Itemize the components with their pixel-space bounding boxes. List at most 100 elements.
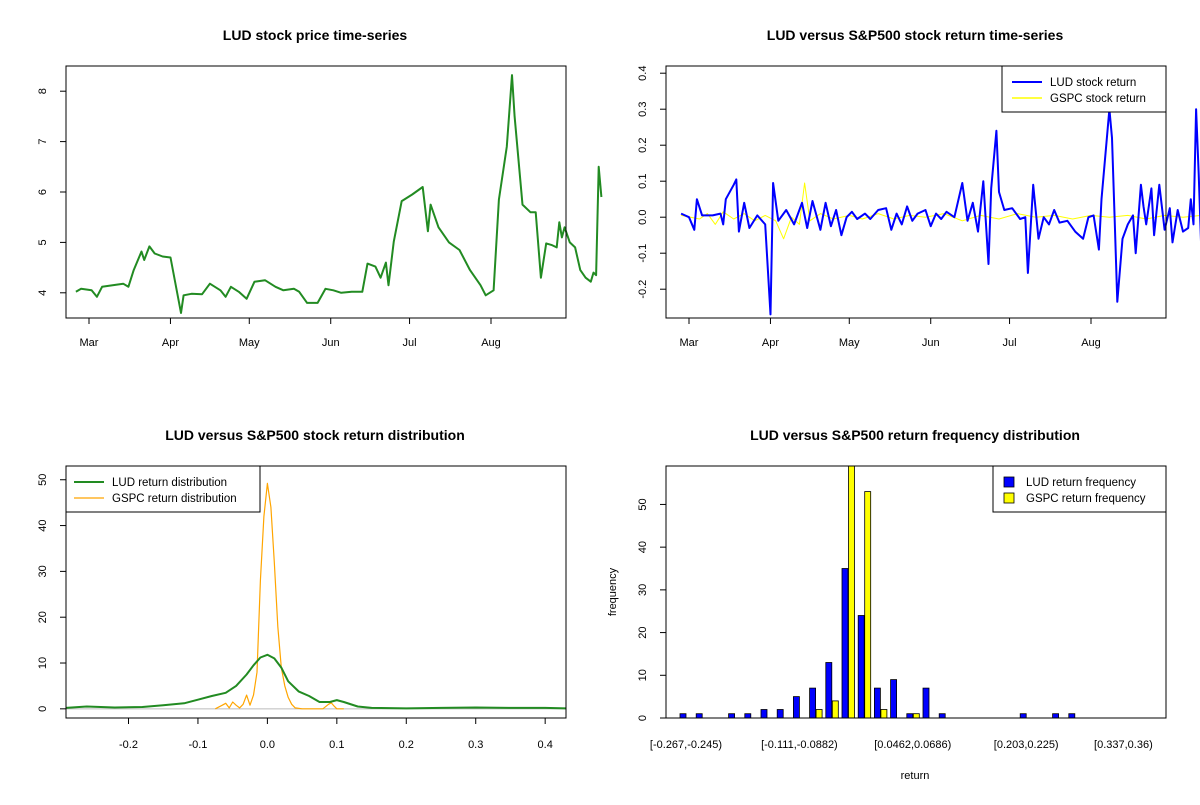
bar-gspc: [880, 709, 888, 719]
chart-title: LUD versus S&P500 stock return distribut…: [165, 427, 465, 443]
y-tick-label: 4: [37, 290, 49, 296]
y-tick-label: 0.0: [637, 210, 649, 225]
y-tick-label: 0: [37, 706, 49, 712]
x-tick-label: Aug: [481, 337, 501, 349]
price-series-line: [75, 74, 603, 314]
legend-label-lud: LUD return frequency: [1026, 477, 1136, 489]
y-tick-label: 7: [37, 139, 49, 145]
lud-stock-return-line: [680, 108, 1200, 316]
bar-gspc: [815, 709, 823, 719]
x-tick-label: 0.3: [468, 739, 483, 751]
x-tick-label: [0.337,0.36): [1094, 739, 1153, 751]
plot-frame: [665, 465, 1167, 719]
x-tick-label: 0.2: [399, 739, 414, 751]
legend-label-gspc: GSPC return frequency: [1026, 493, 1146, 505]
x-tick-label: Apr: [762, 337, 779, 349]
x-tick-label: Jun: [322, 337, 340, 349]
y-tick-label: 0.2: [637, 138, 649, 153]
y-tick-label: 40: [37, 519, 49, 531]
panel-return-distribution: LUD versus S&P500 stock return distribut…: [37, 427, 567, 751]
y-axis-label: frequency: [607, 567, 619, 616]
x-tick-label: 0.1: [329, 739, 344, 751]
bar-lud: [809, 687, 816, 719]
x-tick-label: [0.0462,0.0686): [874, 739, 951, 751]
y-tick-label: 50: [37, 474, 49, 486]
y-tick-label: 30: [637, 584, 649, 596]
x-tick-label: Jul: [403, 337, 417, 349]
y-tick-label: 10: [37, 657, 49, 669]
x-tick-label: -0.2: [119, 739, 138, 751]
y-tick-label: 40: [637, 541, 649, 553]
y-tick-label: 0: [637, 715, 649, 721]
legend-label-gspc: GSPC return distribution: [112, 493, 237, 505]
legend-swatch-gspc: [1003, 492, 1015, 504]
legend-box: [1001, 65, 1167, 113]
panel-return-time-series: LUD versus S&P500 stock return time-seri…: [637, 27, 1200, 349]
bar-gspc: [831, 700, 839, 719]
y-tick-label: 8: [37, 88, 49, 94]
y-tick-label: 30: [37, 565, 49, 577]
y-tick-label: 5: [37, 239, 49, 245]
panel-price-time-series: LUD stock price time-series Mar Apr May Jun…: [37, 27, 603, 349]
x-axis-label: return: [901, 770, 930, 782]
bar-lud: [857, 615, 865, 719]
x-tick-label: Mar: [680, 337, 699, 349]
bar-lud: [728, 713, 735, 719]
legend-box: [65, 465, 261, 513]
y-tick-label: 50: [637, 498, 649, 510]
legend-swatch-lud: [1003, 476, 1015, 488]
bar-lud: [841, 568, 849, 719]
gspc-stock-return-line: [681, 182, 1200, 240]
chart-title: LUD stock price time-series: [223, 27, 408, 43]
bar-gspc: [912, 713, 920, 719]
x-tick-label: Mar: [80, 337, 99, 349]
lud-return-distribution-curve: [65, 653, 567, 710]
x-tick-label: May: [839, 337, 860, 349]
y-tick-label: 0.1: [637, 174, 649, 189]
bar-lud: [825, 662, 833, 719]
y-tick-label: 0.3: [637, 102, 649, 117]
legend: LUD return frequency GSPC return frequen…: [992, 465, 1167, 513]
bar-lud: [890, 679, 897, 719]
bar-lud: [760, 709, 768, 719]
bar-lud: [744, 713, 752, 719]
bar-gspc: [848, 465, 855, 719]
x-tick-label: [0.203,0.225): [994, 739, 1059, 751]
y-tick-label: 20: [637, 626, 649, 638]
legend: LUD stock return GSPC stock return: [1001, 65, 1167, 113]
x-tick-label: Jun: [922, 337, 940, 349]
legend-label-lud: LUD stock return: [1050, 77, 1136, 89]
x-tick-label: [-0.267,-0.245): [650, 739, 722, 751]
legend: LUD return distribution GSPC return dist…: [65, 465, 261, 513]
y-tick-label: 6: [37, 189, 49, 195]
x-tick-label: Jul: [1003, 337, 1017, 349]
gspc-return-distribution-curve: [215, 482, 344, 710]
bar-lud: [1052, 713, 1059, 719]
y-tick-label: -0.2: [637, 280, 649, 299]
bar-lud: [874, 687, 881, 719]
bar-lud: [938, 713, 946, 719]
panel-return-frequency: LUD versus S&P500 return frequency distr…: [607, 427, 1167, 782]
plot-frame: [65, 465, 567, 719]
x-tick-label: -0.1: [188, 739, 207, 751]
bar-gspc: [864, 491, 872, 719]
plot-frame: [665, 65, 1167, 319]
legend-label-lud: LUD return distribution: [112, 477, 227, 489]
bar-lud: [1019, 713, 1027, 719]
bar-lud: [1068, 713, 1076, 719]
chart-title: LUD versus S&P500 stock return time-seri…: [767, 27, 1064, 43]
bar-lud: [695, 713, 703, 719]
bar-lud: [906, 713, 914, 719]
plot-frame: [65, 65, 567, 319]
bar-lud: [776, 709, 784, 719]
x-tick-label: Apr: [162, 337, 179, 349]
y-tick-label: 0.4: [637, 66, 649, 81]
legend-box: [992, 465, 1167, 513]
x-tick-label: 0.0: [260, 739, 275, 751]
y-tick-label: 20: [37, 611, 49, 623]
x-tick-label: [-0.111,-0.0882): [761, 739, 838, 751]
chart-title: LUD versus S&P500 return frequency distr…: [750, 427, 1080, 443]
y-tick-label: 10: [637, 669, 649, 681]
x-tick-label: May: [239, 337, 260, 349]
